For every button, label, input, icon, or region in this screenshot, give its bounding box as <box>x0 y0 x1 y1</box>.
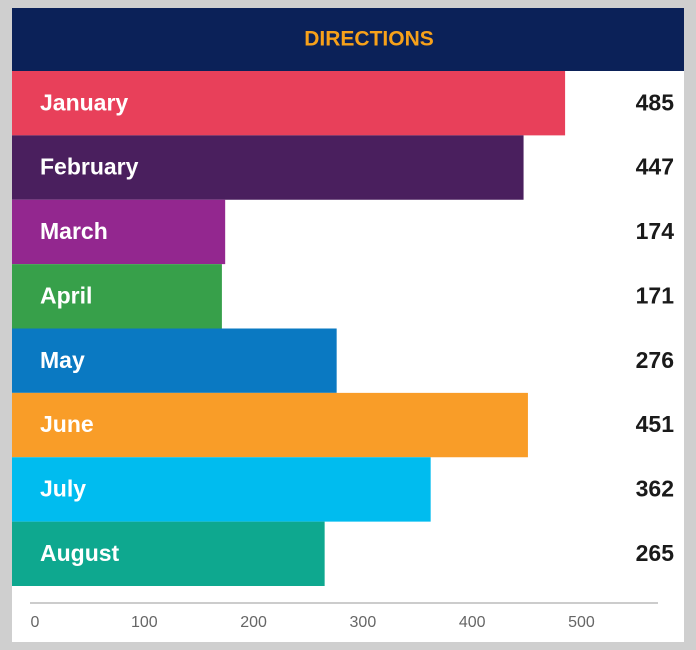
value-label: 276 <box>636 347 674 373</box>
category-label: January <box>40 89 128 115</box>
category-label: April <box>40 282 92 308</box>
bar <box>12 328 337 393</box>
category-label: August <box>40 540 120 566</box>
category-label: March <box>40 218 108 244</box>
value-label: 451 <box>636 411 675 437</box>
x-tick-label: 0 <box>31 614 40 631</box>
x-tick-label: 100 <box>131 614 158 631</box>
bar <box>12 135 524 200</box>
value-label: 485 <box>636 89 675 115</box>
x-tick-label: 400 <box>459 614 486 631</box>
bar <box>12 264 222 329</box>
bar <box>12 521 325 586</box>
value-label: 447 <box>636 154 674 180</box>
category-label: May <box>40 347 85 373</box>
bar <box>12 392 528 458</box>
bar <box>12 457 431 522</box>
category-label: February <box>40 154 139 180</box>
x-tick-label: 500 <box>568 614 595 631</box>
value-label: 362 <box>636 476 674 502</box>
header <box>12 8 684 71</box>
x-tick-label: 200 <box>240 614 267 631</box>
category-label: July <box>40 476 86 502</box>
value-label: 174 <box>636 218 675 244</box>
category-label: June <box>40 411 94 437</box>
bar <box>12 71 566 136</box>
value-label: 171 <box>636 282 675 308</box>
value-label: 265 <box>636 540 675 566</box>
x-tick-label: 300 <box>350 614 377 631</box>
bar <box>12 199 226 265</box>
chart-title: DIRECTIONS <box>304 28 434 51</box>
